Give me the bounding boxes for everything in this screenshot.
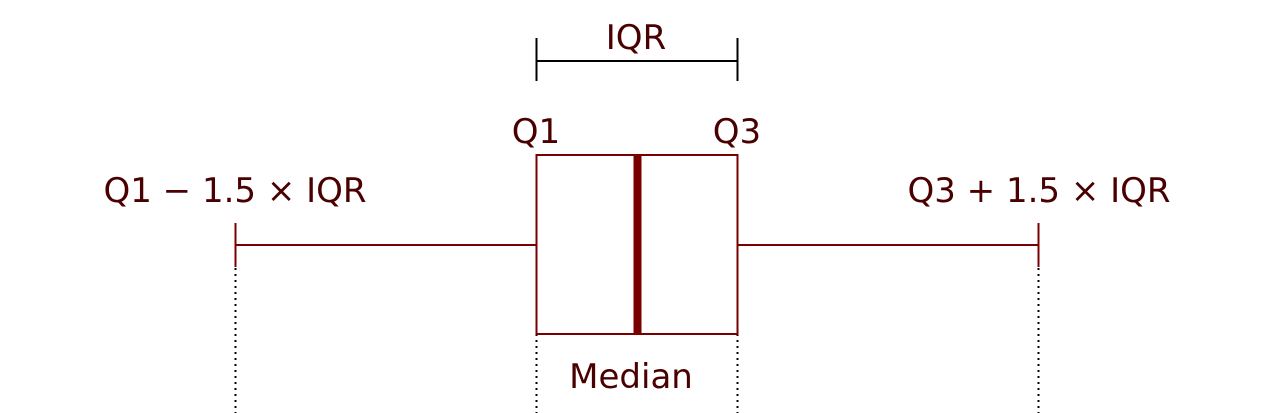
q3-label: Q3 — [713, 112, 761, 152]
q1-label: Q1 — [512, 112, 560, 152]
upper-fence-label: Q3 + 1.5 × IQR — [907, 171, 1170, 211]
iqr-bracket — [535, 38, 739, 81]
whiskers — [234, 223, 1040, 267]
lower-fence-label: Q1 − 1.5 × IQR — [103, 171, 366, 211]
median-label: Median — [569, 357, 693, 397]
iqr-label: IQR — [606, 18, 666, 58]
